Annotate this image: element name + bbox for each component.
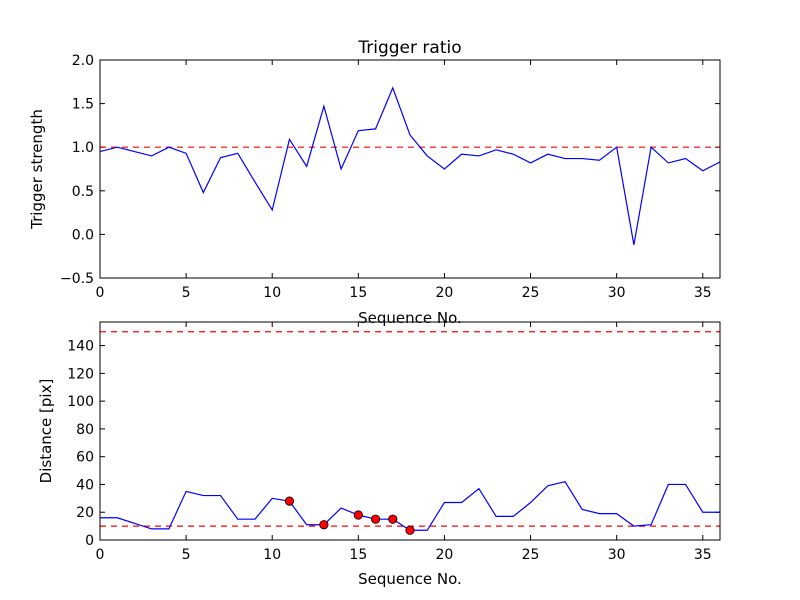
- axis-ticks: 0 5 10 15 20 25 30 35 −0.5 0.0 0.5 1.0 1.5 2.0: [60, 53, 720, 301]
- x-tick-label: 5: [182, 547, 191, 563]
- y-tick-label: 0.5: [72, 184, 94, 200]
- x-tick-label: 30: [608, 285, 626, 301]
- data-point-marker: [370, 514, 381, 524]
- x-tick-label: 30: [608, 547, 626, 563]
- x-tick-label: 25: [522, 547, 540, 563]
- series-line: [99, 86, 721, 245]
- x-tick-label: 5: [182, 285, 191, 301]
- distance-chart: Sequence No. Distance [pix] 0 5 10 15 20 25 30…: [37, 321, 721, 588]
- x-tick-label: 10: [263, 285, 281, 301]
- y-tick-label: 20: [76, 505, 94, 521]
- y-tick-label: 80: [76, 422, 94, 438]
- data-point-marker: [284, 496, 295, 506]
- trigger-ratio-chart: Trigger ratio Sequence No. Trigger stren…: [28, 38, 721, 327]
- data-point-marker: [319, 520, 329, 530]
- data-series: [99, 86, 721, 245]
- y-tick-label: 0.0: [72, 227, 94, 243]
- markers: [284, 496, 415, 535]
- y-tick-label: 1.0: [72, 140, 94, 156]
- plot-frame: [99, 321, 721, 541]
- y-tick-label: 40: [76, 477, 94, 493]
- x-axis-label: Sequence No.: [358, 309, 462, 327]
- axis-ticks: 0 5 10 15 20 25 30 35 0 20 40 60 80 100 120 140: [67, 322, 720, 563]
- y-tick-label: 0: [85, 533, 94, 549]
- x-tick-label: 0: [96, 285, 105, 301]
- y-tick-label: 1.5: [72, 97, 94, 113]
- x-tick-label: 15: [349, 547, 367, 563]
- x-tick-label: 35: [694, 285, 712, 301]
- y-tick-label: 2.0: [72, 53, 94, 69]
- x-tick-label: 10: [263, 547, 281, 563]
- plot-frame: [99, 59, 721, 279]
- x-tick-label: 35: [694, 547, 712, 563]
- y-tick-label: 100: [67, 394, 94, 410]
- y-axis-label: Trigger strength: [28, 109, 46, 230]
- data-point-marker: [405, 525, 415, 535]
- chart-title: Trigger ratio: [357, 38, 461, 58]
- y-axis-label: Distance [pix]: [37, 379, 55, 484]
- y-tick-label: 140: [67, 339, 94, 355]
- x-tick-label: 25: [522, 285, 540, 301]
- y-tick-label: 60: [76, 450, 94, 466]
- data-point-marker: [353, 510, 363, 520]
- y-tick-label: 120: [67, 366, 94, 382]
- x-tick-label: 0: [96, 547, 105, 563]
- x-tick-label: 20: [436, 547, 454, 563]
- x-axis-label: Sequence No.: [358, 570, 462, 588]
- x-tick-label: 20: [436, 285, 454, 301]
- y-tick-label: −0.5: [60, 271, 94, 287]
- data-point-marker: [388, 514, 398, 524]
- x-tick-label: 15: [349, 285, 367, 301]
